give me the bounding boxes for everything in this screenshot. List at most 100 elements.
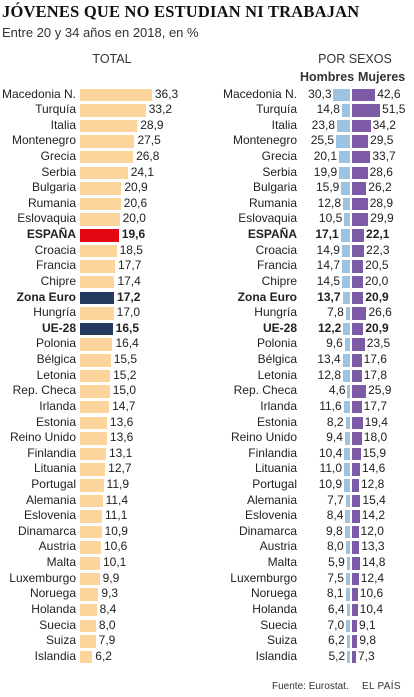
mujeres-value-rumania: 28,9 [369,195,394,210]
hombres-value-macedonia-n: 30,3 [308,86,332,101]
mujeres-bar-chipre [352,275,363,289]
total-value-chipre: 17,4 [117,273,141,288]
total-bar-grecia [80,150,134,164]
total-label-macedonia-n: Macedonia N. [1,86,76,101]
mujeres-bar-noruega [352,588,358,601]
sexos-label-turquia: Turquía [256,102,297,117]
hombres-value-polonia: 9,6 [326,336,343,351]
sexos-label-zona-euro: Zona Euro [237,289,297,304]
total-bar-polonia [80,338,113,351]
hombres-bar-holanda [346,603,350,617]
total-value-eslovenia: 11,1 [104,508,128,523]
hombres-bar-macedonia-n [333,88,350,101]
total-bar-rep-checa [80,385,110,398]
mujeres-bar-rumania [352,197,368,211]
total-bar-chipre [80,275,115,289]
total-value-turquia: 33,2 [148,102,173,117]
mujeres-bar-ue-28 [352,322,364,336]
total-label-francia: Francia [35,258,76,273]
total-value-rep-checa: 15,0 [112,383,137,398]
mujeres-value-islandia: 7,3 [357,648,375,663]
total-value-zona-euro: 17,2 [117,289,141,304]
total-bar-francia [80,260,116,273]
mujeres-bar-austria [352,541,360,554]
chart-subtitle: Entre 20 y 34 años en 2018, en % [2,25,199,40]
mujeres-value-irlanda: 17,7 [363,398,387,413]
total-label-finlandia: Finlandia [27,445,76,460]
mujeres-bar-croacia [352,244,365,258]
total-value-belgica: 15,5 [113,352,138,367]
sexos-label-irlanda: Irlanda [260,398,297,413]
panel-sexos-header: POR SEXOS [318,52,392,66]
hombres-bar-espana [340,229,350,242]
total-label-noruega: Noruega [29,586,76,601]
total-bar-turquia [80,104,146,117]
hombres-bar-noruega [345,588,350,601]
hombres-value-serbia: 19,9 [313,164,338,179]
hombres-value-chipre: 14,5 [316,273,341,288]
mujeres-value-grecia: 33,7 [372,148,396,163]
total-label-espana: ESPAÑA [26,227,76,242]
hombres-bar-eslovenia [345,510,350,523]
hombres-value-noruega: 8,1 [326,586,344,601]
hombres-value-lituania: 11,0 [319,461,343,476]
total-value-luxemburgo: 9,9 [102,570,120,585]
hombres-bar-ue-28 [343,322,350,336]
hombres-bar-reino-unido [344,432,350,445]
sexos-label-hungria: Hungría [254,305,297,320]
total-label-polonia: Polonia [35,336,76,351]
total-value-letonia: 15,2 [113,367,137,382]
total-label-lituania: Lituania [33,461,76,476]
total-label-zona-euro: Zona Euro [16,289,76,304]
sexos-label-suecia: Suecia [260,617,297,632]
mujeres-bar-serbia [352,166,368,180]
hombres-value-estonia: 8,2 [326,414,344,429]
total-label-rep-checa: Rep. Checa [12,383,76,398]
mujeres-value-francia: 20,5 [365,258,389,273]
chart-title: JÓVENES QUE NO ESTUDIAN NI TRABAJAN [2,2,360,21]
hombres-bar-hungria [345,307,350,320]
total-value-francia: 17,7 [118,258,142,273]
sexos-label-holanda: Holanda [252,601,297,616]
total-label-suecia: Suecia [39,617,76,632]
hombres-value-austria: 8,0 [326,539,344,554]
total-label-ue-28: UE-28 [41,320,76,335]
total-value-suecia: 8,0 [98,617,116,632]
hombres-value-montenegro: 25,5 [310,133,335,148]
hombres-value-croacia: 14,9 [316,242,340,257]
hombres-value-rumania: 12,8 [317,195,342,210]
mujeres-bar-hungria [352,307,367,320]
total-bar-irlanda [80,400,110,414]
total-label-chipre: Chipre [40,273,76,288]
total-bar-reino-unido [80,432,107,445]
total-value-eslovaquia: 20,0 [122,211,146,226]
sexos-label-ue-28: UE-28 [262,320,297,335]
sexos-label-noruega: Noruega [250,586,297,601]
hombres-value-alemania: 7,7 [327,492,344,507]
hombres-bar-estonia [345,416,350,430]
mujeres-bar-montenegro [352,135,369,148]
total-bar-estonia [80,416,107,430]
total-bar-eslovaquia [80,213,120,226]
hombres-bar-rep-checa [347,385,350,398]
total-value-reino-unido: 13,6 [109,430,134,445]
total-bar-eslovenia [80,510,102,523]
hombres-bar-zona-euro [342,291,350,305]
hombres-bar-suiza [346,635,350,648]
hombres-bar-serbia [339,166,350,180]
hombres-value-espana: 17,1 [315,227,339,242]
hombres-value-turquia: 14,8 [316,102,340,117]
sexos-label-chipre: Chipre [261,273,297,288]
hombres-bar-rumania [343,197,350,211]
legend-hombres: Hombres [300,70,355,84]
total-bar-espana [80,229,119,242]
total-label-holanda: Holanda [31,601,76,616]
total-label-grecia: Grecia [40,148,76,163]
total-bar-holanda [80,603,97,617]
mujeres-bar-reino-unido [352,432,362,445]
hombres-bar-dinamarca [344,525,350,539]
total-value-dinamarca: 10,9 [104,523,128,538]
total-label-hungria: Hungría [33,305,76,320]
mujeres-value-holanda: 10,4 [359,601,384,616]
total-bar-austria [80,541,101,554]
